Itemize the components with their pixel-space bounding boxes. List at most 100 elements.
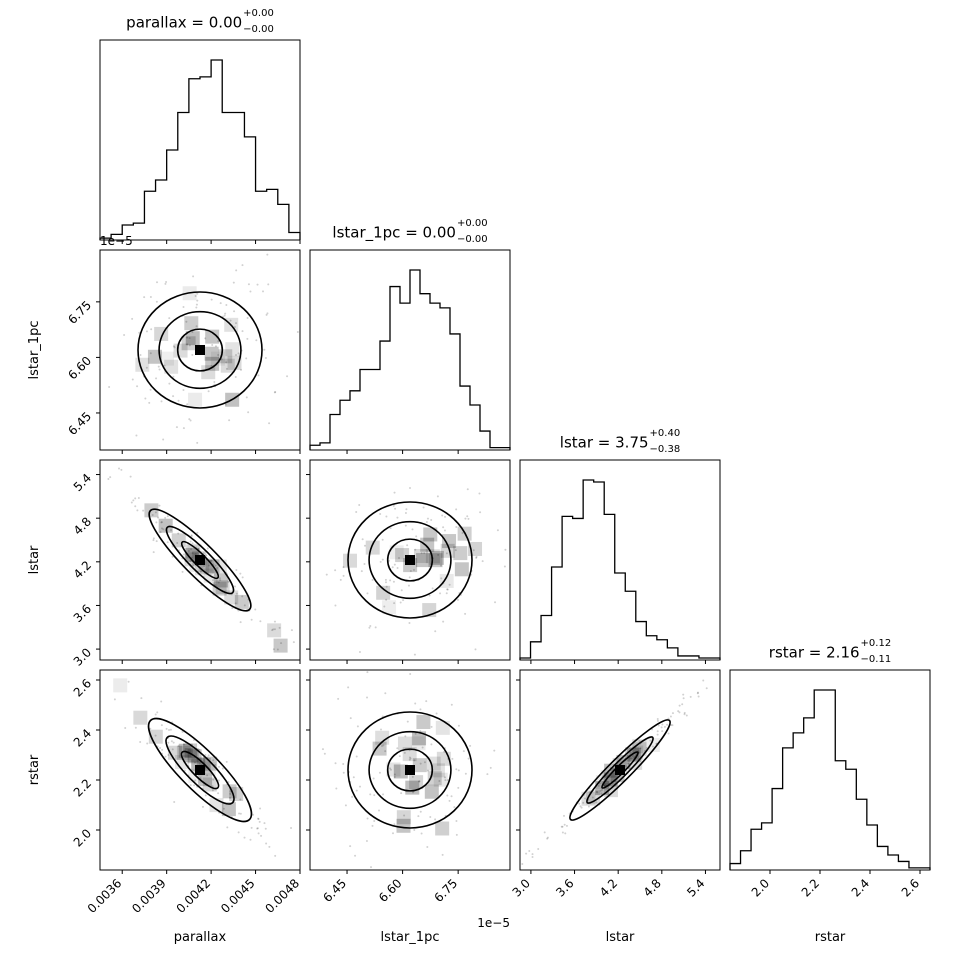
sample-point [137,496,140,499]
sample-point [562,814,565,817]
sample-point [221,767,224,770]
sample-point [413,653,416,656]
sample-point [176,541,179,544]
sample-point [448,799,451,802]
density-cell [393,764,408,779]
density-cell [204,346,219,361]
sample-point [264,827,267,830]
sample-point [107,477,110,480]
sample-point [419,708,422,711]
sample-point [256,827,259,830]
sample-point [290,826,293,829]
sample-point [245,357,248,360]
sample-point [393,773,396,776]
sample-point [360,570,363,573]
x-tick-label: 2.6 [899,876,922,899]
contour-line [176,328,224,372]
sample-point [630,757,633,760]
sample-point [334,604,337,607]
sample-point [131,317,134,320]
sample-point [257,832,260,835]
sample-point [206,774,209,777]
sample-point [603,784,606,787]
sample-point [521,862,524,865]
sample-point [435,712,438,715]
sample-point [246,317,249,320]
sample-point [409,757,412,760]
sample-point [304,863,306,865]
sample-point [366,592,369,595]
density-cell [396,810,411,825]
density-cell [187,543,202,558]
sample-point [235,592,238,595]
sample-point [257,817,260,820]
density-cell [416,553,431,568]
sample-point [127,680,130,683]
sample-point [373,794,376,797]
x-tick-label: 3.6 [553,876,576,899]
density-cell [430,763,445,778]
sample-point [408,900,410,902]
sample-point [450,703,453,706]
sample-point [188,337,191,340]
sample-point [393,823,396,826]
sample-point [257,818,260,821]
sample-point [183,743,186,746]
sample-point [196,299,199,302]
sample-point [323,752,326,755]
sample-point [254,608,257,611]
sample-point [546,837,549,840]
sample-point [381,538,384,541]
sample-point [595,790,598,793]
sample-point [203,565,206,568]
sample-point [451,757,454,760]
sample-point [149,295,152,298]
sample-point [118,467,121,470]
sample-point [241,576,244,579]
sample-point [388,559,391,562]
sample-point [172,741,175,744]
sample-point [234,602,237,605]
density-cell [632,739,647,754]
panel-frame [99,249,301,451]
sample-point [272,648,275,651]
sample-point [420,552,423,555]
sample-point [186,336,189,339]
sample-point [469,744,472,747]
density-peak [195,555,205,565]
x-tick-label: 2.0 [749,876,772,899]
sample-point [374,626,377,629]
sample-point [356,725,359,728]
sample-point [130,501,133,504]
sample-point [426,769,429,772]
histogram-step [729,689,931,870]
sample-point [656,733,659,736]
sample-point [414,702,417,705]
sample-point [235,322,238,325]
sample-point [434,630,437,633]
contour-line [569,719,671,821]
sample-point [425,700,428,703]
histogram-step [519,479,721,660]
sample-point [475,556,478,559]
sample-point [682,697,685,700]
sample-point [355,789,358,792]
sample-point [342,574,345,577]
contour-line [347,501,473,619]
panel-frame [99,669,301,871]
histogram-step [99,59,301,240]
sample-point [582,801,585,804]
sample-point [560,825,563,828]
sample-point [140,697,143,700]
sample-point [205,554,208,557]
panel-frame [519,669,721,871]
sample-point [210,559,213,562]
sample-point [162,528,165,531]
sample-point [134,726,137,729]
sample-point [462,750,465,753]
upper-error: +0.00 [243,8,274,19]
sample-point [600,792,603,795]
sample-point [464,772,467,775]
sample-point [238,812,241,815]
sample-point [218,765,221,768]
